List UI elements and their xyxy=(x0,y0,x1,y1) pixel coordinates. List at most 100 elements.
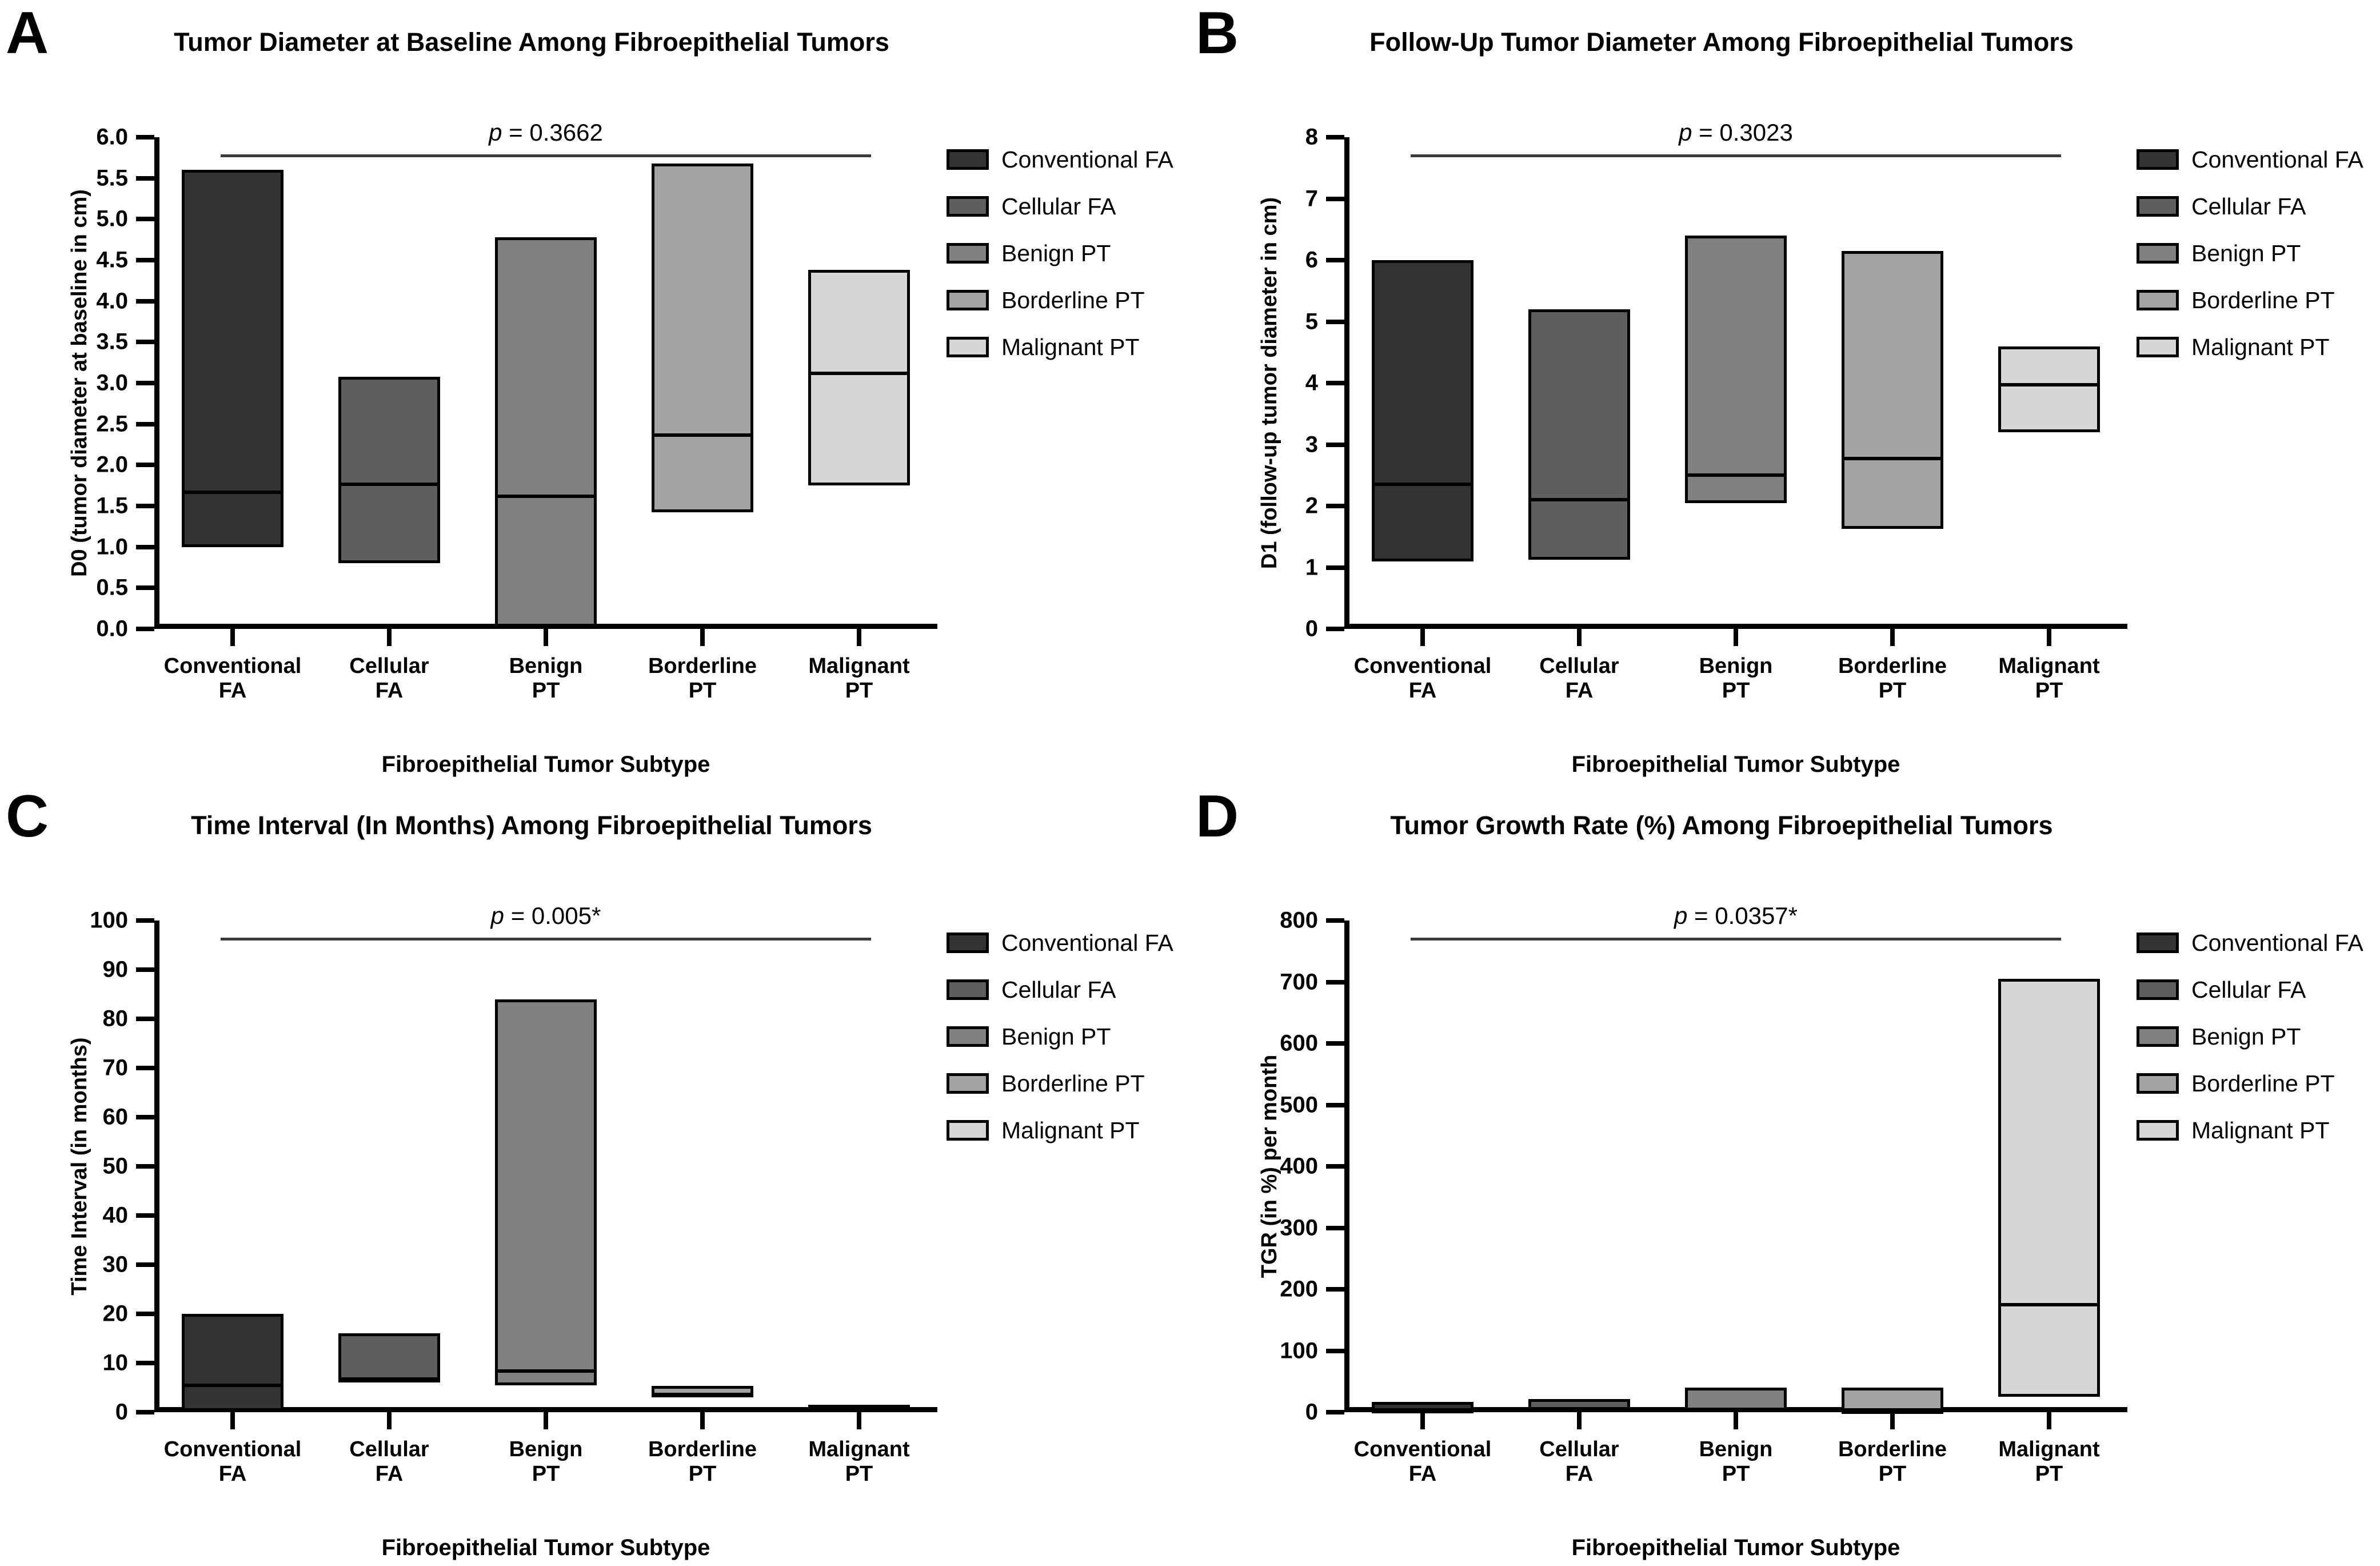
panel-c-x-tick xyxy=(230,1412,235,1429)
panel-c-y-tick: 100 xyxy=(90,908,154,933)
panel-a-y-tick: 2.0 xyxy=(96,452,154,477)
panel-b-y-tick: 8 xyxy=(1305,125,1344,150)
panel-a-legend-item-malignant-pt[interactable]: Malignant PT xyxy=(947,324,1175,370)
panel-c-x-tick xyxy=(387,1412,392,1429)
panel-a-box-cellular-fa xyxy=(338,376,440,564)
panel-b-legend: Conventional FA Cellular FA Benign PT Borde… xyxy=(2137,136,2365,370)
panel-d-y-tick-label: 300 xyxy=(1280,1215,1318,1240)
panel-a-y-tick: 3.5 xyxy=(96,329,154,354)
panel-d-median-line-conventional-fa xyxy=(1372,1409,1473,1413)
panel-b-y-tick-label: 4 xyxy=(1305,370,1318,396)
panel-d-legend-item-benign-pt[interactable]: Benign PT xyxy=(2137,1013,2365,1060)
panel-a-y-tick: 1.0 xyxy=(96,534,154,559)
panel-c-x-tick xyxy=(700,1412,705,1429)
panel-a-legend-item-benign-pt[interactable]: Benign PT xyxy=(947,230,1175,277)
panel-c-x-tick xyxy=(544,1412,548,1429)
panel-d-x-tick xyxy=(1890,1412,1895,1429)
panel-a-x-tick xyxy=(700,629,705,646)
panel-c-plot-area: 0 10 20 30 40 50 60 70 80 90 100 xyxy=(90,908,937,1429)
panel-b-x-tick xyxy=(1734,629,1738,646)
panel-a-x-axis-label: Fibroepithelial Tumor Subtype xyxy=(381,752,710,777)
panel-b-category-label-malignant-pt: Malignant PT xyxy=(1998,654,2100,703)
panel-d-legend-item-conventional-fa[interactable]: Conventional FA xyxy=(2137,919,2365,966)
panel-a-y-tick-label: 3.0 xyxy=(96,370,128,396)
panel-d-x-tick xyxy=(1734,1412,1738,1429)
panel-d-p-value: p = 0.0357* xyxy=(1674,902,1798,930)
panel-c-y-tick-label: 0 xyxy=(115,1399,128,1425)
panel-a-y-tick-label: 2.5 xyxy=(96,411,128,437)
panel-d-y-tick: 600 xyxy=(1280,1031,1344,1056)
panel-a-y-tick-label: 3.5 xyxy=(96,329,128,354)
panel-d-y-tick-label: 500 xyxy=(1280,1092,1318,1117)
panel-a-y-tick-label: 0.5 xyxy=(96,575,128,600)
panel-b-y-tick-label: 2 xyxy=(1305,493,1318,519)
panel-c-legend-item-malignant-pt[interactable]: Malignant PT xyxy=(947,1107,1175,1154)
panel-a-legend-item-cellular-fa[interactable]: Cellular FA xyxy=(947,183,1175,230)
panel-d-y-tick-label: 700 xyxy=(1280,969,1318,994)
panel-c-legend-item-cellular-fa[interactable]: Cellular FA xyxy=(947,966,1175,1013)
panel-b-y-tick: 3 xyxy=(1305,432,1344,457)
legend-swatch-cellular-fa xyxy=(2137,196,2179,217)
panel-c-legend-item-conventional-fa[interactable]: Conventional FA xyxy=(947,919,1175,966)
panel-b-legend-item-malignant-pt[interactable]: Malignant PT xyxy=(2137,324,2365,370)
panel-c-legend-item-borderline-pt[interactable]: Borderline PT xyxy=(947,1060,1175,1107)
panel-a-y-tick: 0.0 xyxy=(96,616,154,641)
panel-b-legend-item-cellular-fa[interactable]: Cellular FA xyxy=(2137,183,2365,230)
panel-d-legend-item-borderline-pt[interactable]: Borderline PT xyxy=(2137,1060,2365,1107)
panel-d-y-tick-label: 600 xyxy=(1280,1030,1318,1056)
panel-b-y-tick: 5 xyxy=(1305,309,1344,334)
legend-label-conventional-fa: Conventional FA xyxy=(2191,146,2363,173)
panel-b-box-cellular-fa xyxy=(1528,309,1630,560)
panel-d-box-malignant-pt xyxy=(1998,979,2100,1397)
panel-c-median-line-conventional-fa xyxy=(182,1384,283,1388)
panel-d-legend-item-cellular-fa[interactable]: Cellular FA xyxy=(2137,966,2365,1013)
panel-c-box-borderline-pt xyxy=(652,1385,753,1398)
panel-c-y-tick: 90 xyxy=(103,957,154,982)
legend-swatch-malignant-pt xyxy=(2137,337,2179,357)
panel-b-box-benign-pt xyxy=(1685,236,1787,503)
panel-c-category-label-borderline-pt: Borderline PT xyxy=(648,1437,757,1486)
panel-c-y-tick: 10 xyxy=(103,1350,154,1376)
panel-c-y-tick: 20 xyxy=(103,1301,154,1326)
panel-d-y-tick: 200 xyxy=(1280,1277,1344,1302)
panel-d-significance-line xyxy=(1410,938,2062,941)
panel-a-category-label-benign-pt: Benign PT xyxy=(509,654,583,703)
panel-b-median-line-cellular-fa xyxy=(1528,497,1630,501)
panel-a-x-tick xyxy=(387,629,392,646)
panel-d-y-tick: 0 xyxy=(1305,1400,1344,1425)
panel-b-box-malignant-pt xyxy=(1998,346,2100,432)
panel-a-y-tick-label: 4.0 xyxy=(96,288,128,314)
panel-a-x-tick xyxy=(230,629,235,646)
panel-b-median-line-malignant-pt xyxy=(1998,382,2100,386)
panel-c-y-tick-label: 90 xyxy=(102,957,129,982)
panel-b-y-tick-label: 3 xyxy=(1305,432,1318,457)
panel-d-median-line-benign-pt xyxy=(1685,1408,1787,1412)
panel-b-x-tick xyxy=(1577,629,1582,646)
panel-d-box-cellular-fa xyxy=(1528,1399,1630,1411)
panel-b-y-tick-label: 7 xyxy=(1305,186,1318,211)
legend-swatch-benign-pt xyxy=(947,1026,989,1047)
panel-d-x-tick xyxy=(1577,1412,1582,1429)
panel-a-box-conventional-fa xyxy=(182,170,283,547)
panel-c-box-malignant-pt xyxy=(808,1405,910,1413)
panel-a-legend-item-conventional-fa[interactable]: Conventional FA xyxy=(947,136,1175,183)
panel-a-title: Tumor Diameter at Baseline Among Fibroep… xyxy=(174,27,889,57)
panel-b-median-line-borderline-pt xyxy=(1842,456,1943,460)
legend-label-conventional-fa: Conventional FA xyxy=(2191,929,2363,956)
panel-c-p-value: p = 0.005* xyxy=(490,902,601,930)
panel-b-legend-item-borderline-pt[interactable]: Borderline PT xyxy=(2137,277,2365,324)
panel-c: C Time Interval (In Months) Among Fibroe… xyxy=(0,783,1190,1566)
panel-b-letter: B xyxy=(1196,0,1239,66)
legend-label-malignant-pt: Malignant PT xyxy=(1001,333,1140,360)
panel-b-legend-item-conventional-fa[interactable]: Conventional FA xyxy=(2137,136,2365,183)
panel-a-median-line-malignant-pt xyxy=(808,372,910,376)
panel-c-legend-item-benign-pt[interactable]: Benign PT xyxy=(947,1013,1175,1060)
legend-swatch-benign-pt xyxy=(947,243,989,264)
panel-d-median-line-malignant-pt xyxy=(1998,1302,2100,1306)
panel-a-y-tick-label: 1.5 xyxy=(96,493,128,519)
panel-d-legend-item-malignant-pt[interactable]: Malignant PT xyxy=(2137,1107,2365,1154)
panel-a-legend-item-borderline-pt[interactable]: Borderline PT xyxy=(947,277,1175,324)
panel-d-y-tick-label: 0 xyxy=(1305,1399,1318,1425)
panel-b-legend-item-benign-pt[interactable]: Benign PT xyxy=(2137,230,2365,277)
panel-c-category-label-malignant-pt: Malignant PT xyxy=(808,1437,910,1486)
